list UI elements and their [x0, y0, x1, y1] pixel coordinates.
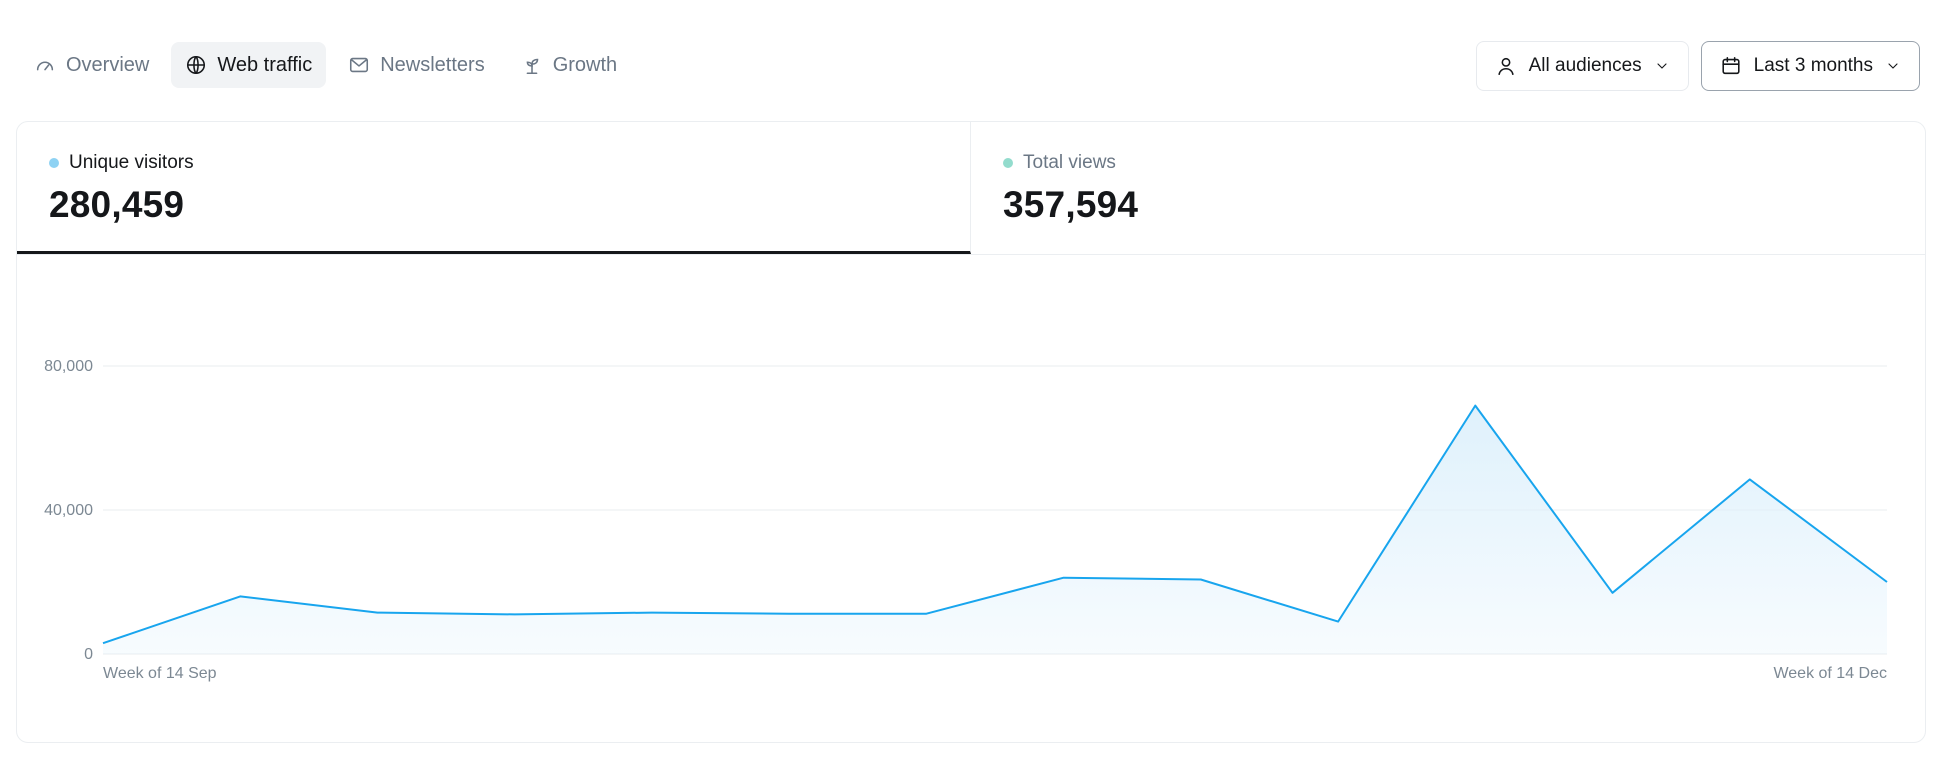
- y-tick-label: 40,000: [44, 502, 93, 519]
- mail-icon: [350, 57, 369, 73]
- kpi-label: Total views: [1023, 152, 1116, 173]
- tab-label: Overview: [66, 53, 150, 76]
- sprout-icon: [526, 58, 538, 75]
- kpi-value: 280,459: [49, 184, 185, 225]
- nav-tabs: Overview Web traffic Newsletters Growth: [20, 42, 631, 88]
- globe-icon: [187, 55, 206, 75]
- top-bar: Overview Web traffic Newsletters Growth …: [0, 0, 1942, 122]
- kpi-label: Unique visitors: [69, 152, 194, 173]
- series-dot: [1003, 158, 1013, 168]
- x-tick-label-last: Week of 14 Dec: [1773, 665, 1887, 682]
- tab-label: Web traffic: [217, 53, 313, 76]
- tab-overview[interactable]: Overview: [20, 42, 163, 88]
- kpi-total-views[interactable]: Total views 357,594: [971, 122, 1925, 252]
- calendar-icon: [1722, 56, 1740, 75]
- chevron-down-icon: [1657, 63, 1667, 69]
- tab-growth[interactable]: Growth: [507, 42, 631, 88]
- series-area: [103, 405, 1887, 654]
- kpi-label-row: Unique visitors: [49, 152, 970, 174]
- kpi-unique-visitors[interactable]: Unique visitors 280,459: [17, 122, 971, 254]
- date-range-label: Last 3 months: [1753, 55, 1873, 76]
- visitors-chart: 0 40,000 80,000 Week of 14 Sep Week of 14 De…: [44, 358, 1888, 682]
- chart-area: 0 40,000 80,000 Week of 14 Sep Week of 14 De…: [17, 254, 1925, 742]
- tab-web-traffic[interactable]: Web traffic: [171, 42, 327, 88]
- tab-label: Newsletters: [380, 53, 485, 76]
- kpi-row: Unique visitors 280,459 Total views 357,…: [17, 122, 1925, 255]
- filters: All audiences Last 3 months: [1475, 41, 1920, 91]
- y-tick-label: 0: [84, 646, 93, 663]
- kpi-label-row: Total views: [1003, 152, 1925, 174]
- y-tick-label: 80,000: [44, 358, 93, 375]
- tab-newsletters[interactable]: Newsletters: [334, 42, 498, 88]
- series-dot: [49, 158, 59, 168]
- user-icon: [1497, 57, 1514, 76]
- gauge-icon: [36, 61, 54, 71]
- traffic-card: Unique visitors 280,459 Total views 357,…: [16, 121, 1926, 743]
- audience-dropdown[interactable]: All audiences: [1475, 41, 1689, 91]
- kpi-value: 357,594: [1003, 184, 1139, 225]
- chevron-down-icon: [1888, 63, 1898, 69]
- series-line: [102, 404, 1888, 645]
- x-tick-label-first: Week of 14 Sep: [103, 665, 217, 682]
- date-range-dropdown[interactable]: Last 3 months: [1700, 41, 1920, 91]
- audience-label: All audiences: [1528, 55, 1642, 76]
- tab-label: Growth: [552, 53, 618, 76]
